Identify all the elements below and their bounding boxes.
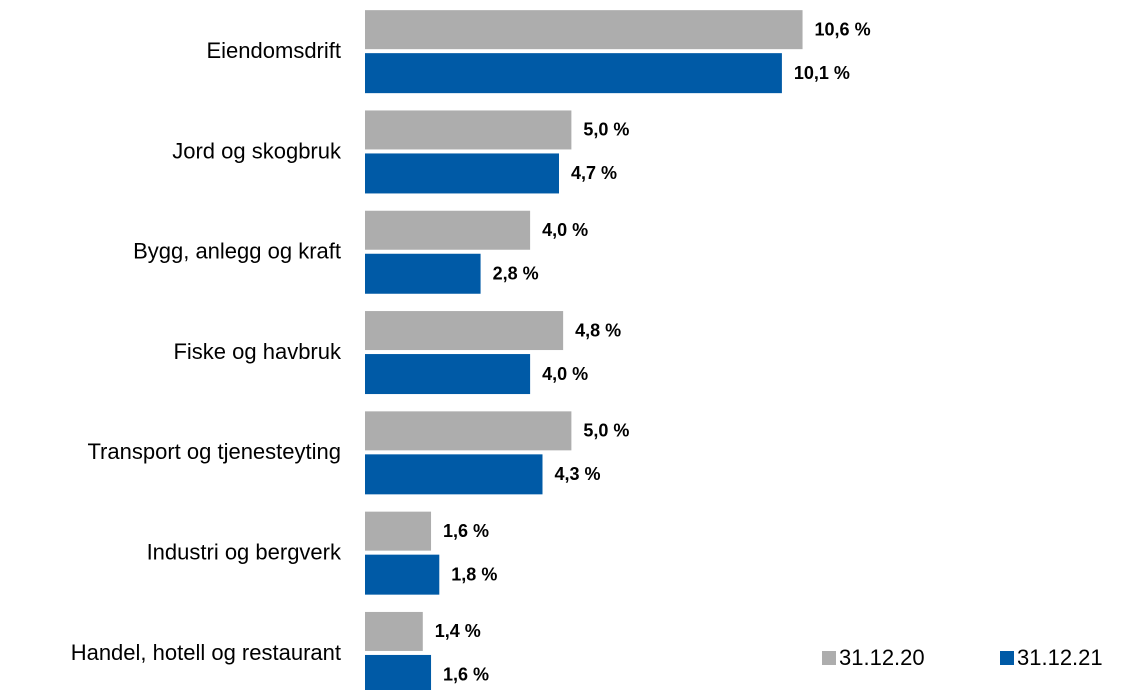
data-label: 4,0 % — [542, 364, 588, 384]
data-label: 4,0 % — [542, 220, 588, 240]
legend-swatch — [1000, 651, 1014, 665]
bar — [365, 210, 531, 250]
data-label: 5,0 % — [583, 421, 629, 441]
data-label: 2,8 % — [493, 264, 539, 284]
legend-swatch — [822, 651, 836, 665]
y-tick-label: Handel, hotell og restaurant — [71, 640, 341, 665]
y-tick-label: Bygg, anlegg og kraft — [133, 239, 341, 264]
bar — [365, 611, 423, 651]
y-tick-label: Industri og bergverk — [147, 539, 342, 564]
y-tick-label: Fiske og havbruk — [173, 339, 342, 364]
bar — [365, 654, 432, 690]
data-label: 1,8 % — [451, 564, 497, 584]
bar — [365, 354, 531, 395]
legend-label: 31.12.21 — [1017, 645, 1103, 670]
data-label: 4,3 % — [554, 464, 600, 484]
bar — [365, 10, 803, 50]
data-label: 10,6 % — [815, 19, 871, 39]
data-label: 1,6 % — [443, 665, 489, 685]
bar — [365, 53, 782, 94]
y-tick-label: Transport og tjenesteyting — [87, 439, 341, 464]
data-label: 10,1 % — [794, 63, 850, 83]
data-label: 4,7 % — [571, 163, 617, 183]
data-label: 5,0 % — [583, 120, 629, 140]
legend-label: 31.12.20 — [839, 645, 925, 670]
bar — [365, 454, 543, 495]
y-tick-label: Eiendomsdrift — [206, 38, 341, 63]
data-label: 4,8 % — [575, 320, 621, 340]
bar — [365, 511, 432, 551]
bar — [365, 110, 572, 150]
bar — [365, 411, 572, 451]
data-label: 1,4 % — [435, 621, 481, 641]
bar — [365, 153, 560, 194]
y-tick-label: Jord og skogbruk — [172, 138, 342, 163]
bar — [365, 311, 564, 351]
bar — [365, 554, 440, 595]
data-label: 1,6 % — [443, 521, 489, 541]
bar — [365, 253, 481, 294]
